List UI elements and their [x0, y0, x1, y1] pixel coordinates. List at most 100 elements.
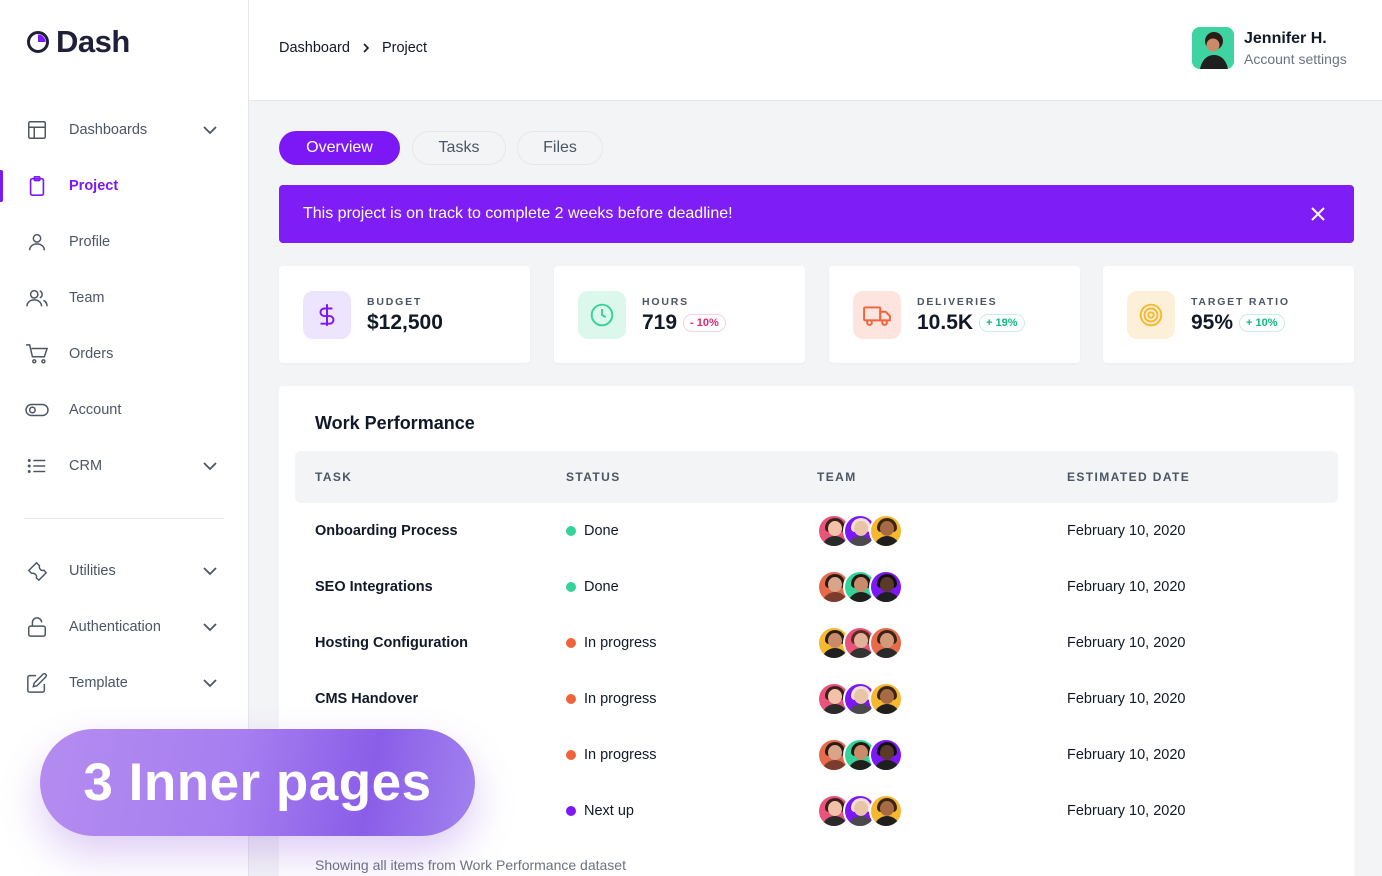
close-icon[interactable] — [1308, 204, 1328, 224]
status-cell: In progress — [566, 727, 657, 783]
avatar[interactable] — [817, 570, 851, 604]
sidebar-item-account[interactable]: Account — [0, 388, 248, 432]
team-avatars — [817, 794, 903, 828]
team-cell — [817, 671, 903, 727]
sidebar-item-label: Template — [69, 675, 128, 691]
change-badge: + 19% — [979, 314, 1025, 332]
table-row[interactable]: In progress February 10, 2020 — [279, 727, 1354, 783]
sidebar-item-orders[interactable]: Orders — [0, 332, 248, 376]
status-cell: Done — [566, 503, 619, 559]
sidebar-item-dashboards[interactable]: Dashboards — [0, 108, 248, 152]
change-badge: - 10% — [683, 314, 726, 332]
chevron-down-icon[interactable] — [200, 120, 220, 140]
table-row[interactable]: Next up February 10, 2020 — [279, 783, 1354, 839]
sidebar-item-label: Utilities — [69, 563, 116, 579]
stat-label: DELIVERIES — [917, 296, 998, 308]
estimated-date: February 10, 2020 — [1067, 635, 1186, 651]
breadcrumb-project: Project — [381, 40, 428, 56]
team-avatars — [817, 570, 903, 604]
status-dot-icon — [566, 526, 576, 536]
user-icon — [25, 230, 49, 254]
status-cell: In progress — [566, 615, 657, 671]
wrench-icon — [25, 559, 49, 583]
lock-icon — [25, 615, 49, 639]
layout-icon — [25, 118, 49, 142]
stat-card-budget: BUDGET $12,500 — [279, 266, 530, 363]
sidebar-item-label: Project — [69, 178, 119, 194]
cart-icon — [25, 342, 49, 366]
avatar[interactable] — [869, 514, 903, 548]
task-name: SEO Integrations — [315, 579, 433, 595]
avatar[interactable] — [869, 626, 903, 660]
sidebar-item-crm[interactable]: CRM — [0, 444, 248, 488]
avatar[interactable] — [869, 738, 903, 772]
avatar[interactable] — [1192, 27, 1234, 69]
table-row[interactable]: Hosting Configuration In progress February… — [279, 615, 1354, 671]
avatar[interactable] — [869, 794, 903, 828]
chevron-down-icon[interactable] — [200, 617, 220, 637]
tab-tasks[interactable]: Tasks — [412, 131, 506, 165]
sidebar-item-team[interactable]: Team — [0, 276, 248, 320]
account-settings-link[interactable]: Account settings — [1244, 50, 1347, 67]
sidebar-item-label: Account — [69, 402, 122, 418]
status-cell: Done — [566, 559, 619, 615]
status-dot-icon — [566, 582, 576, 592]
chevron-down-icon[interactable] — [200, 456, 220, 476]
chevron-down-icon[interactable] — [200, 673, 220, 693]
users-icon — [25, 286, 49, 310]
stat-value: 95% — [1191, 311, 1234, 334]
sidebar-item-profile[interactable]: Profile — [0, 220, 248, 264]
team-cell — [817, 615, 903, 671]
toggle-icon — [25, 398, 49, 422]
avatar[interactable] — [869, 570, 903, 604]
team-avatars — [817, 738, 903, 772]
dollar-icon — [303, 291, 351, 339]
logo-icon — [27, 31, 49, 53]
logo[interactable]: Dash — [26, 24, 130, 60]
task-name: Onboarding Process — [315, 523, 458, 539]
table-row[interactable]: Onboarding Process Done February 10, 2020 — [279, 503, 1354, 559]
user-menu[interactable]: Jennifer H. Account settings — [1192, 27, 1347, 69]
avatar[interactable] — [817, 514, 851, 548]
tab-files[interactable]: Files — [517, 131, 603, 165]
column-header-team[interactable]: TEAM — [817, 470, 857, 484]
table-row[interactable]: CMS Handover In progress February 10, 2020 — [279, 671, 1354, 727]
team-cell — [817, 503, 903, 559]
sidebar-divider — [24, 518, 224, 519]
avatar[interactable] — [869, 682, 903, 716]
status-banner: This project is on track to complete 2 w… — [279, 185, 1354, 243]
sidebar-item-project[interactable]: Project — [0, 164, 248, 208]
table-row[interactable]: SEO Integrations Done February 10, 2020 — [279, 559, 1354, 615]
status-dot-icon — [566, 806, 576, 816]
table-footer: Showing all items from Work Performance … — [315, 857, 626, 873]
sidebar-item-label: Orders — [69, 346, 114, 362]
banner-text: This project is on track to complete 2 w… — [303, 205, 733, 222]
sidebar-item-authentication[interactable]: Authentication — [0, 605, 248, 649]
table-header: TASK STATUS TEAM ESTIMATED DATE — [295, 451, 1338, 503]
stat-card-deliveries: DELIVERIES 10.5K + 19% — [829, 266, 1080, 363]
column-header-task[interactable]: TASK — [315, 470, 353, 484]
avatar[interactable] — [843, 570, 877, 604]
clock-icon — [578, 291, 626, 339]
status-dot-icon — [566, 750, 576, 760]
sidebar-item-label: Dashboards — [69, 122, 148, 138]
team-avatars — [817, 514, 903, 548]
column-header-date[interactable]: ESTIMATED DATE — [1067, 470, 1191, 484]
stat-value: 719 — [642, 311, 678, 334]
sidebar-item-utilities[interactable]: Utilities — [0, 549, 248, 593]
estimated-date: February 10, 2020 — [1067, 523, 1186, 539]
work-performance-panel: Work Performance TASK STATUS TEAM ESTIMA… — [279, 386, 1354, 876]
breadcrumb-dashboard[interactable]: Dashboard — [279, 40, 350, 56]
status-text: In progress — [584, 691, 657, 707]
column-header-status[interactable]: STATUS — [566, 470, 621, 484]
stat-card-hours: HOURS 719 - 10% — [554, 266, 805, 363]
tab-overview[interactable]: Overview — [279, 131, 400, 165]
estimated-date: February 10, 2020 — [1067, 747, 1186, 763]
sidebar-item-template[interactable]: Template — [0, 661, 248, 705]
stat-value: 10.5K — [917, 311, 974, 334]
breadcrumb: Dashboard Project — [279, 40, 427, 56]
chevron-down-icon[interactable] — [200, 561, 220, 581]
clipboard-icon — [25, 174, 49, 198]
brand-name: Dash — [56, 24, 130, 59]
panel-title: Work Performance — [315, 413, 475, 433]
